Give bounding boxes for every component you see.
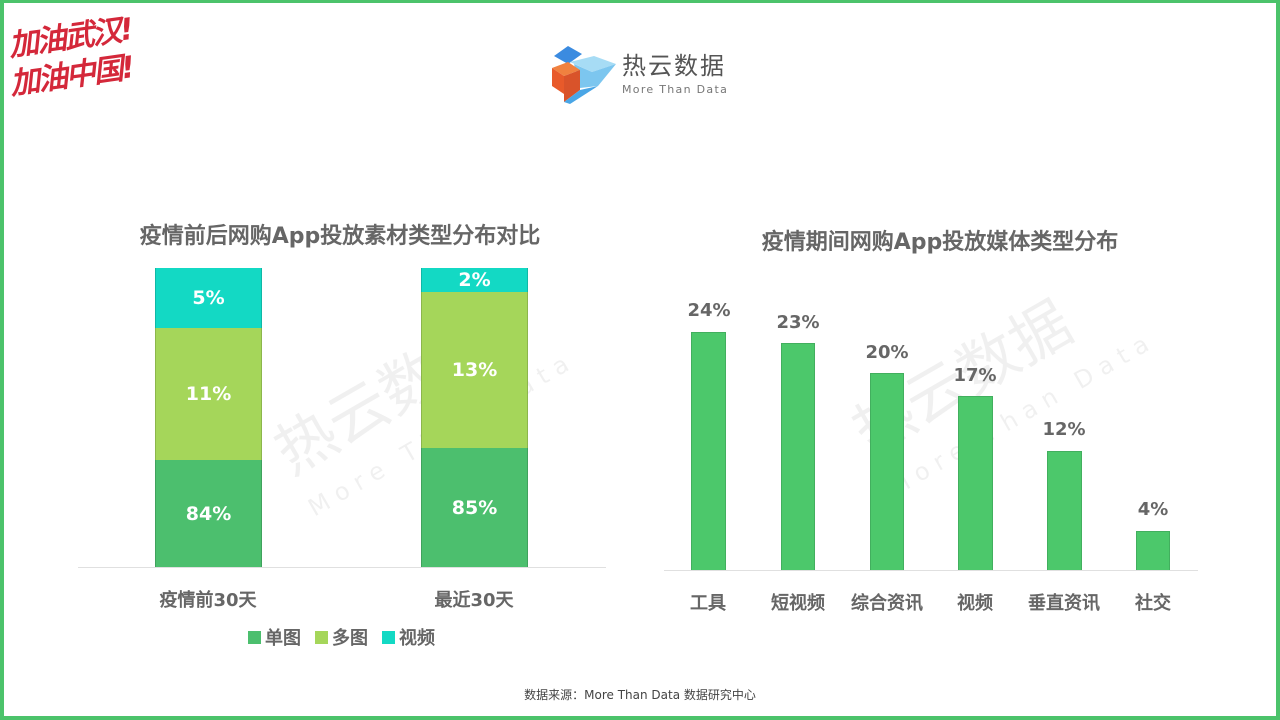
bar-value-label: 12% <box>1042 419 1086 440</box>
left-chart-legend: 单图 多图 视频 <box>248 624 435 650</box>
legend-item-video: 视频 <box>382 624 435 650</box>
legend-label: 视频 <box>399 628 435 649</box>
bar-value-label: 24% <box>687 300 731 321</box>
legend-swatch <box>248 630 261 644</box>
category-label: 垂直资讯 <box>1028 593 1100 614</box>
logo-cube-icon <box>550 42 618 104</box>
legend-swatch <box>315 630 328 644</box>
category-label: 最近30天 <box>434 590 514 611</box>
category-label: 社交 <box>1135 593 1171 614</box>
bar-tools <box>691 332 726 570</box>
legend-label: 多图 <box>332 628 368 649</box>
legend-item-multi-image: 多图 <box>315 624 368 650</box>
category-label: 综合资讯 <box>851 593 923 614</box>
slogan-graphic: 加油武汉! 加油中国! <box>6 9 157 118</box>
bar-social <box>1136 531 1170 570</box>
data-source-note: 数据来源：More Than Data 数据研究中心 <box>524 688 756 702</box>
logo-subtitle: More Than Data <box>622 82 729 96</box>
bar-value-label: 23% <box>776 312 820 333</box>
bar-short-video <box>781 343 815 570</box>
category-label: 短视频 <box>771 593 825 614</box>
bar-value-label: 17% <box>953 365 997 386</box>
segment-multi-image: 11% <box>155 328 262 460</box>
category-label: 工具 <box>690 593 726 614</box>
segment-single-image: 84% <box>155 460 262 567</box>
legend-label: 单图 <box>265 628 301 649</box>
legend-swatch <box>382 630 395 644</box>
category-label: 视频 <box>957 593 993 614</box>
logo-title: 热云数据 <box>622 51 726 80</box>
segment-multi-image: 13% <box>421 292 528 448</box>
segment-single-image: 85% <box>421 448 528 567</box>
bar-value-label: 20% <box>865 342 909 363</box>
left-chart-title: 疫情前后网购App投放素材类型分布对比 <box>139 224 541 249</box>
bar-video <box>958 396 993 570</box>
bar-vertical-news <box>1047 451 1082 570</box>
segment-video: 2% <box>421 268 528 292</box>
legend-item-single-image: 单图 <box>248 624 301 650</box>
right-chart-x-axis <box>664 570 1198 571</box>
right-chart-title: 疫情期间网购App投放媒体类型分布 <box>761 230 1119 255</box>
category-label: 疫情前30天 <box>159 590 257 611</box>
brand-logo: 热云数据 More Than Data <box>550 42 728 104</box>
left-chart-x-axis <box>78 567 606 568</box>
bar-value-label: 4% <box>1137 499 1169 520</box>
segment-video: 5% <box>155 268 262 328</box>
bar-general-news <box>870 373 904 570</box>
